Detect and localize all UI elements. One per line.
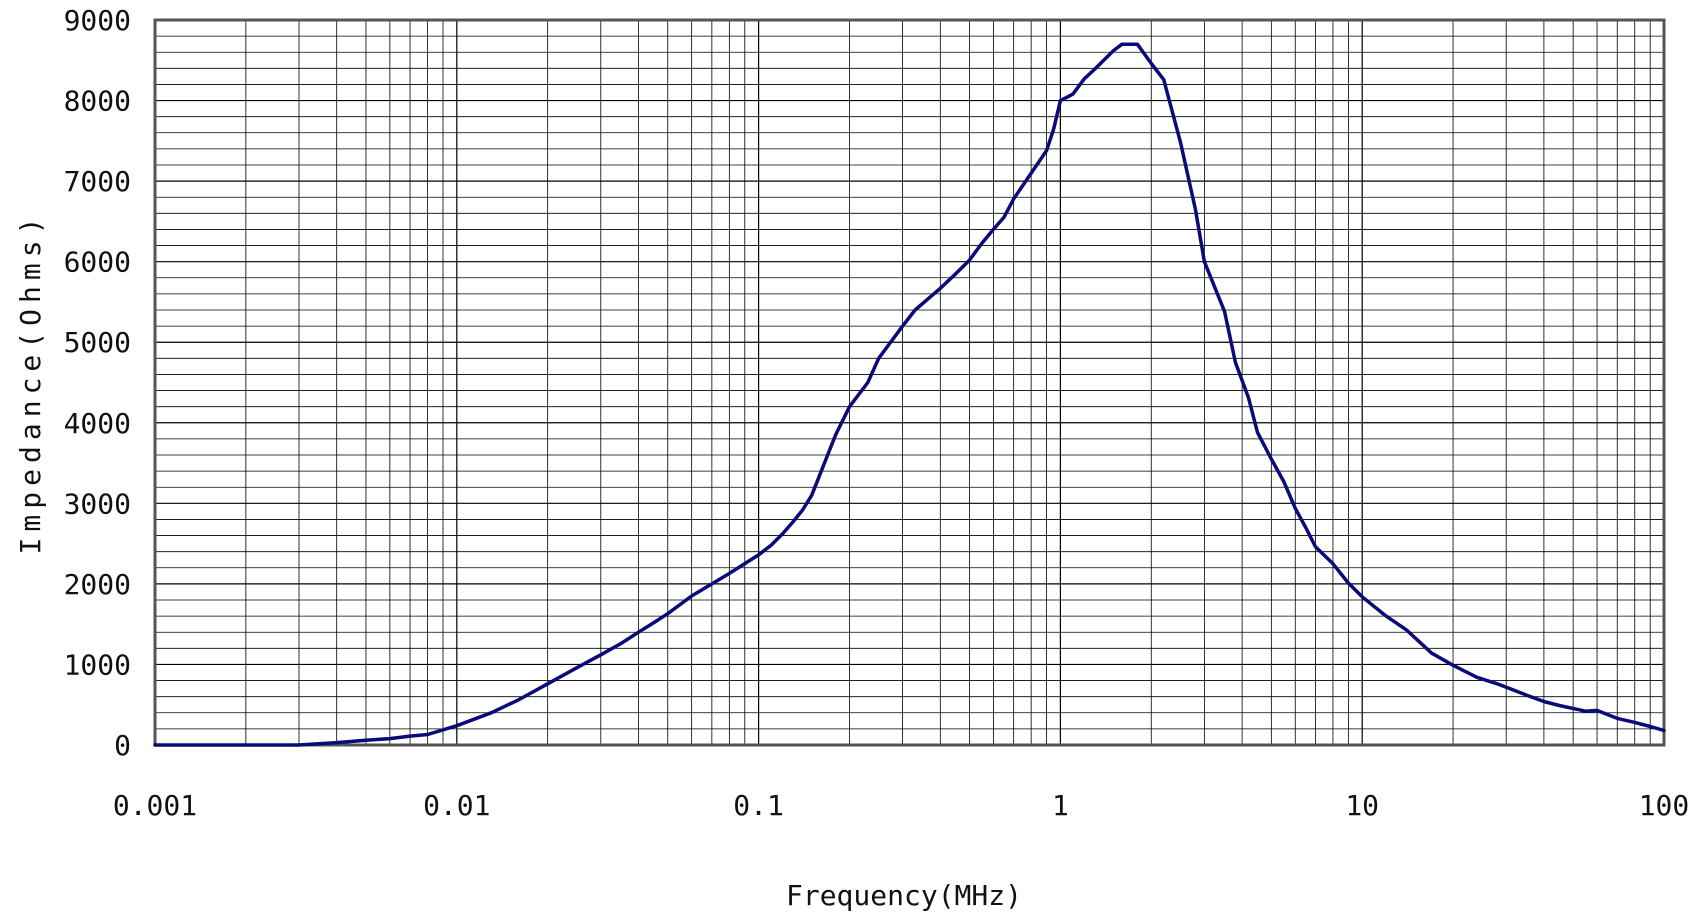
grid	[154, 19, 1664, 746]
y-tick-labels: 0 1000 2000 3000 4000 5000 6000 7000 8000 9000	[64, 4, 131, 762]
x-tick-label: 0.01	[423, 789, 490, 822]
x-tick-label: 1	[1052, 789, 1069, 822]
y-tick-label: 0	[114, 729, 131, 762]
x-tick-label: 0.1	[733, 789, 784, 822]
impedance-line	[153, 42, 1666, 747]
y-tick-label: 2000	[64, 568, 131, 601]
y-tick-label: 3000	[64, 487, 131, 520]
x-tick-labels: 0.001 0.01 0.1 1 10 100	[113, 789, 1689, 822]
y-axis-title: Impedance(Ohms)	[14, 212, 47, 555]
x-tick-label: 10	[1345, 789, 1379, 822]
y-tick-label: 9000	[64, 4, 131, 37]
x-axis-title: Frequency(MHz)	[786, 879, 1022, 912]
y-tick-label: 4000	[64, 407, 131, 440]
y-tick-label: 6000	[64, 246, 131, 279]
y-tick-label: 8000	[64, 85, 131, 118]
y-tick-label: 7000	[64, 165, 131, 198]
y-tick-label: 1000	[64, 648, 131, 681]
x-tick-label: 0.001	[113, 789, 197, 822]
x-tick-label: 100	[1639, 789, 1690, 822]
series-group	[153, 42, 1666, 747]
plot-frame	[153, 18, 1666, 747]
y-tick-label: 5000	[64, 326, 131, 359]
